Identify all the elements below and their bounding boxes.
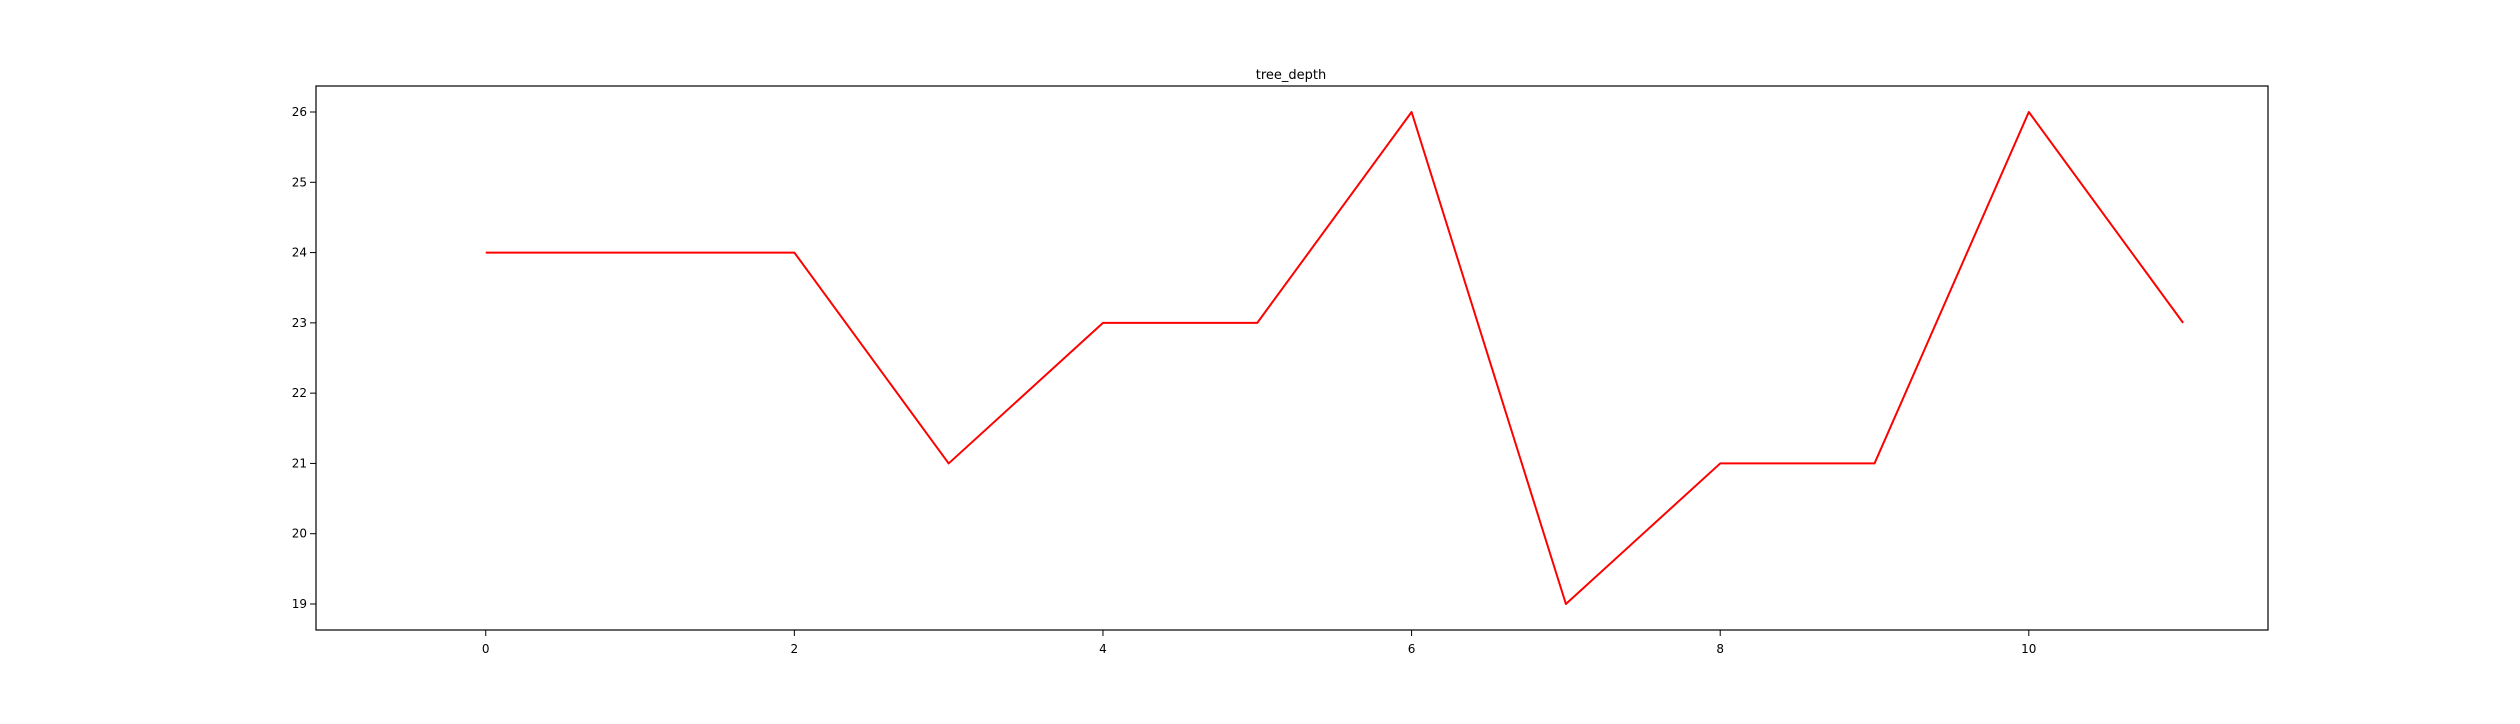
y-tick-label: 20 xyxy=(292,527,307,541)
y-tick-label: 26 xyxy=(292,105,307,119)
x-tick-label: 10 xyxy=(2021,642,2036,656)
x-tick-label: 8 xyxy=(1716,642,1724,656)
y-tick-label: 25 xyxy=(292,175,307,189)
x-tick-label: 2 xyxy=(791,642,799,656)
plot-area-frame xyxy=(315,85,2269,631)
y-tick-label: 24 xyxy=(292,246,307,260)
x-tick-label: 0 xyxy=(482,642,490,656)
chart-title: tree_depth xyxy=(1256,68,1327,83)
y-tick-label: 19 xyxy=(292,597,307,611)
y-tick-label: 23 xyxy=(292,316,307,330)
series-line xyxy=(485,111,2184,605)
y-tick-label: 22 xyxy=(292,386,307,400)
y-tick-label: 21 xyxy=(292,456,307,470)
x-axis: 0 2 4 6 8 10 xyxy=(482,630,2036,656)
x-tick-label: 4 xyxy=(1099,642,1107,656)
x-tick-label: 6 xyxy=(1408,642,1416,656)
y-axis: 19 20 21 22 23 24 25 26 xyxy=(292,105,316,611)
series-layer xyxy=(485,111,2184,605)
